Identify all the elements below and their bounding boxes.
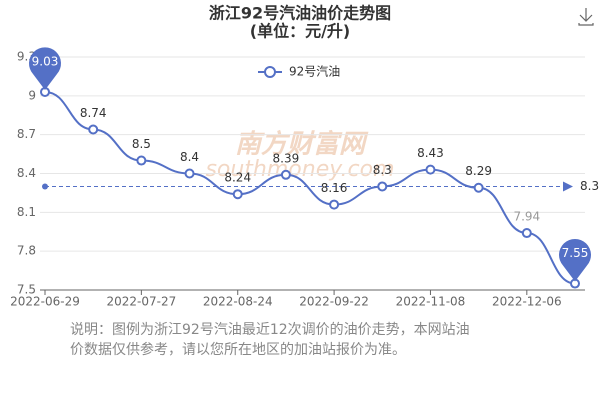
- watermark: 南方财富网: [235, 130, 369, 160]
- y-tick-label: 7.5: [17, 283, 36, 297]
- average-label: 8.3: [580, 179, 599, 193]
- y-tick-label: 9: [28, 88, 36, 102]
- data-label: 7.94: [513, 210, 540, 224]
- data-label: 8.5: [132, 137, 151, 151]
- x-tick-label: 2022-12-06: [492, 295, 562, 309]
- point: [473, 182, 484, 193]
- point: [377, 181, 388, 192]
- y-tick-label: 8.1: [17, 205, 36, 219]
- line: [44, 90, 576, 285]
- point: [329, 199, 340, 210]
- pin: [29, 47, 61, 90]
- data-label: 8.39: [273, 151, 300, 165]
- x-tick-label: 2022-09-22: [299, 295, 369, 309]
- data-label: 8.4: [180, 150, 199, 164]
- pin: [559, 238, 591, 282]
- data-label: 8.3: [373, 163, 392, 177]
- data-label: 8.29: [465, 164, 492, 178]
- point: [136, 155, 147, 166]
- point: [184, 168, 195, 179]
- data-label: 8.43: [417, 146, 444, 160]
- average-start: [42, 183, 48, 190]
- point: [425, 164, 436, 175]
- note: 价数据仅供参考，请以您所在地区的加油站报价为准。: [70, 341, 406, 358]
- download-icon[interactable]: [578, 8, 594, 26]
- x-tick-label: 2022-11-08: [396, 295, 466, 309]
- chart-subtitle: (单位：元/升): [250, 22, 350, 41]
- x-tick-label: 2022-06-29: [10, 295, 80, 309]
- data-label: 8.74: [80, 106, 107, 120]
- legend-marker: [264, 66, 276, 78]
- watermark: southmoney.com: [205, 157, 394, 182]
- legend-label: 92号汽油: [289, 64, 340, 79]
- point: [280, 169, 291, 180]
- y-tick-label: 8.4: [17, 166, 36, 180]
- pin-label: 9.03: [32, 54, 59, 68]
- y-tick-label: 7.8: [17, 244, 36, 258]
- x-tick-label: 2022-08-24: [203, 295, 273, 309]
- point: [232, 189, 243, 200]
- data-label: 8.24: [224, 171, 251, 185]
- point: [521, 228, 532, 239]
- chart-title: 浙江92号汽油油价走势图: [209, 4, 391, 23]
- point: [88, 124, 99, 135]
- note: 说明：图例为浙江92号汽油最近12次调价的油价走势，本网站油: [70, 322, 470, 338]
- average-arrow: [563, 181, 573, 192]
- data-label: 8.16: [321, 181, 348, 195]
- y-tick-label: 8.7: [17, 127, 36, 141]
- x-tick-label: 2022-07-27: [106, 295, 176, 309]
- pin-label: 7.55: [562, 246, 589, 260]
